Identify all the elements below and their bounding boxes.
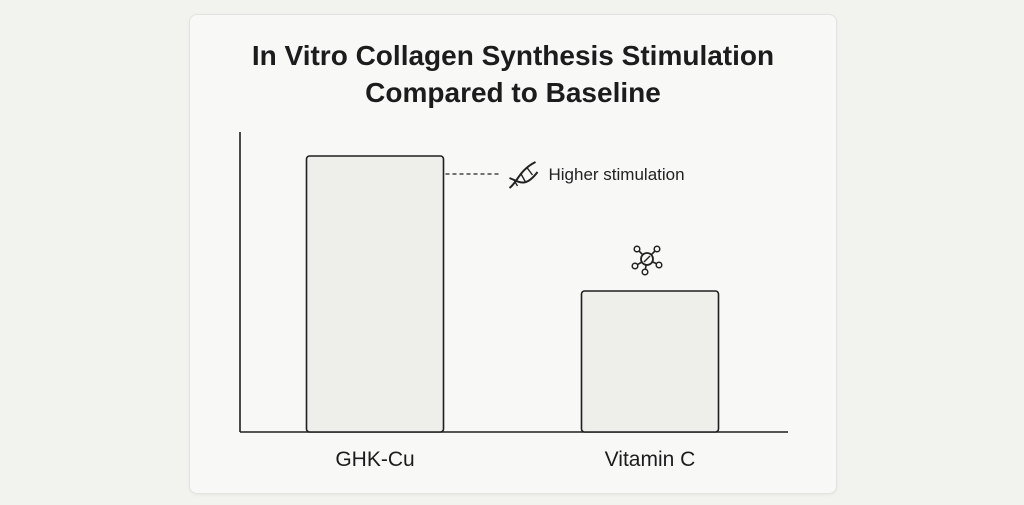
annotation-label: Higher stimulation (549, 165, 685, 184)
chart-title-line-2: Compared to Baseline (365, 77, 661, 108)
x-tick-label-vitamin-c: Vitamin C (605, 448, 696, 471)
chart-card: In Vitro Collagen Synthesis Stimulation … (189, 14, 837, 494)
bar-chart: GHK-Cu Vitamin C Higher stimulation (239, 132, 788, 471)
chart-title: In Vitro Collagen Synthesis Stimulation … (190, 37, 836, 111)
molecule-icon (631, 245, 663, 276)
bar-vitamin-c (580, 290, 720, 433)
chart-title-line-1: In Vitro Collagen Synthesis Stimulation (251, 40, 775, 71)
x-tick-label-ghk-cu: GHK-Cu (335, 448, 414, 471)
dna-icon (508, 161, 539, 189)
bar-ghk-cu (305, 155, 445, 433)
